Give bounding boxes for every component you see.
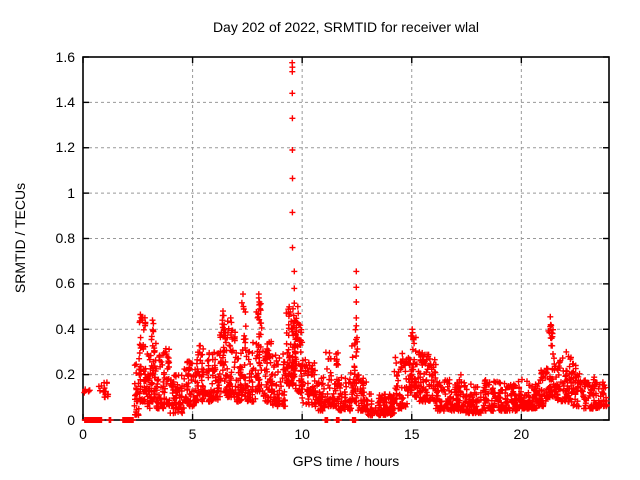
x-tick-label: 20 bbox=[513, 426, 530, 442]
y-tick-label: 0.8 bbox=[55, 230, 75, 246]
y-tick-label: 0.4 bbox=[55, 320, 75, 337]
y-tick-label: 1.4 bbox=[55, 93, 75, 110]
y-tick-label: 1.2 bbox=[55, 139, 75, 156]
x-axis-label: GPS time / hours bbox=[292, 453, 400, 469]
x-tick-label: 0 bbox=[79, 426, 87, 442]
y-tick-label: 1 bbox=[67, 184, 75, 201]
x-tick-label: 5 bbox=[188, 426, 197, 442]
x-tick-label: 15 bbox=[403, 426, 420, 442]
chart-title: Day 202 of 2022, SRMTID for receiver wla… bbox=[212, 19, 480, 35]
data-points-plus-markers bbox=[81, 59, 610, 423]
y-tick-label: 0.6 bbox=[55, 275, 75, 292]
x-tick-label: 10 bbox=[294, 426, 310, 442]
y-tick-label: 0.2 bbox=[55, 366, 75, 383]
y-tick-label: 1.6 bbox=[55, 48, 75, 65]
y-tick-label: 0 bbox=[67, 411, 75, 428]
